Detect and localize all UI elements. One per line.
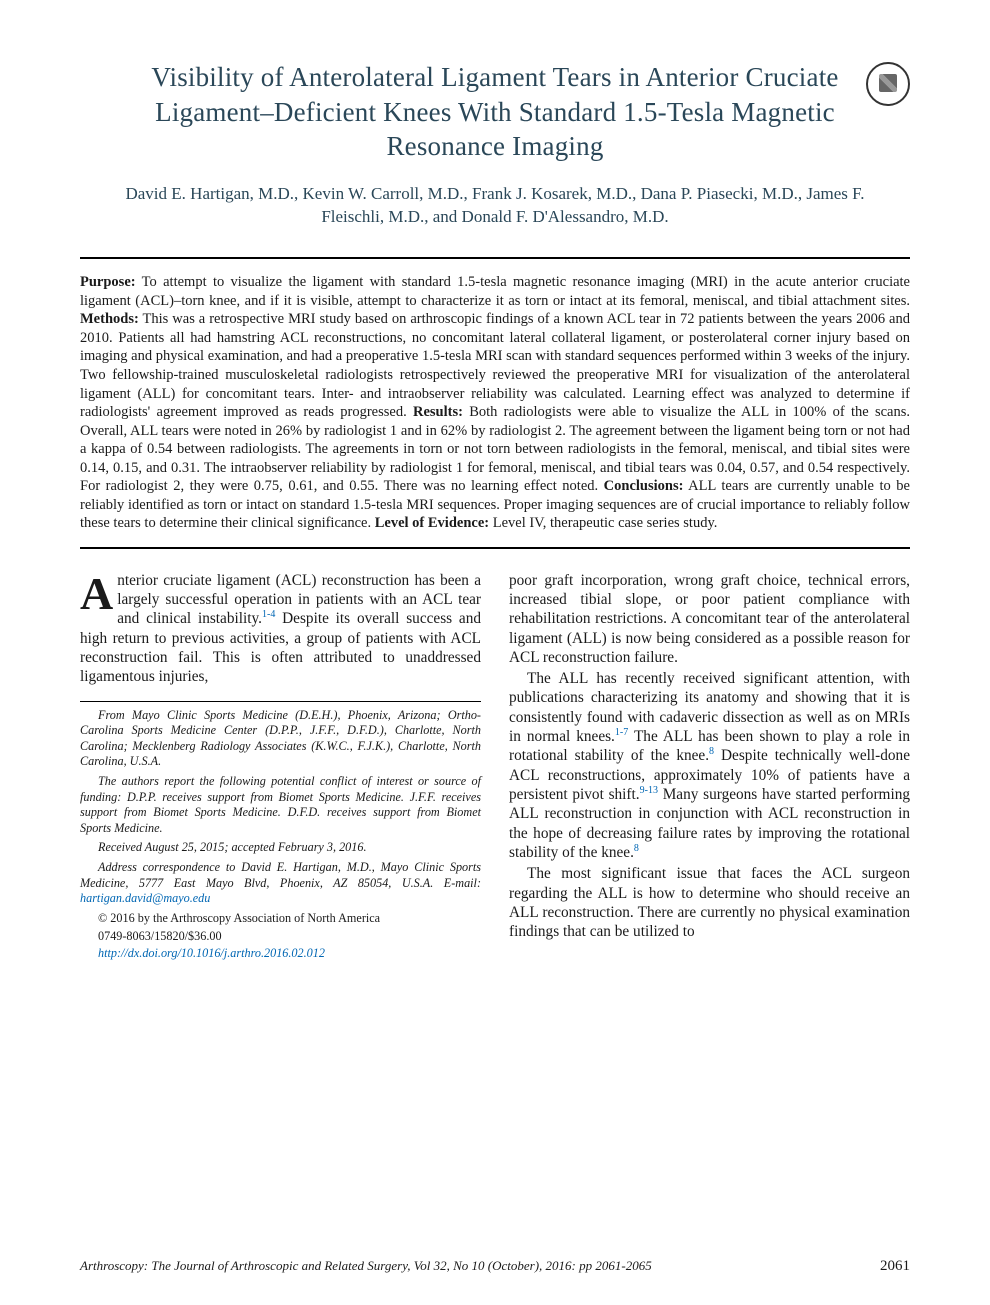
- rule-bottom: [80, 547, 910, 549]
- abstract-block: Purpose: To attempt to visualize the lig…: [80, 273, 910, 533]
- methods-label: Methods:: [80, 311, 139, 327]
- left-column: Anterior cruciate ligament (ACL) reconst…: [80, 571, 481, 962]
- correspondence: Address correspondence to David E. Harti…: [80, 860, 481, 907]
- loe-label: Level of Evidence:: [375, 515, 489, 531]
- ref-9-13[interactable]: 9-13: [640, 785, 658, 796]
- right-column: poor graft incorporation, wrong graft ch…: [509, 571, 910, 962]
- doi-line: http://dx.doi.org/10.1016/j.arthro.2016.…: [80, 946, 481, 962]
- page-number: 2061: [880, 1258, 910, 1275]
- ref-8b[interactable]: 8: [634, 843, 639, 854]
- footnote-block: From Mayo Clinic Sports Medicine (D.E.H.…: [80, 701, 481, 962]
- footer-citation: Arthroscopy: The Journal of Arthroscopic…: [80, 1258, 652, 1275]
- correspondence-text: Address correspondence to David E. Harti…: [80, 860, 481, 890]
- purpose-label: Purpose:: [80, 274, 136, 290]
- author-email-link[interactable]: hartigan.david@mayo.edu: [80, 891, 210, 905]
- loe-text: Level IV, therapeutic case series study.: [489, 515, 717, 531]
- dropcap-a: A: [80, 571, 117, 613]
- results-label: Results:: [413, 404, 463, 420]
- crossmark-icon: [879, 74, 897, 92]
- copyright-line: © 2016 by the Arthroscopy Association of…: [80, 911, 481, 927]
- right-p2: The ALL has recently received significan…: [509, 669, 910, 862]
- ref-1-7[interactable]: 1-7: [615, 727, 628, 738]
- affiliations: From Mayo Clinic Sports Medicine (D.E.H.…: [80, 708, 481, 770]
- rule-top: [80, 257, 910, 259]
- issn-line: 0749-8063/15820/$36.00: [80, 929, 481, 945]
- purpose-text: To attempt to visualize the ligament wit…: [80, 274, 910, 309]
- page-footer: Arthroscopy: The Journal of Arthroscopic…: [80, 1258, 910, 1275]
- body-columns: Anterior cruciate ligament (ACL) reconst…: [80, 571, 910, 962]
- doi-link[interactable]: http://dx.doi.org/10.1016/j.arthro.2016.…: [98, 946, 325, 960]
- conclusions-label: Conclusions:: [604, 478, 684, 494]
- right-p1: poor graft incorporation, wrong graft ch…: [509, 571, 910, 667]
- article-title: Visibility of Anterolateral Ligament Tea…: [120, 60, 870, 164]
- crossmark-badge[interactable]: [866, 62, 910, 106]
- left-p1: Anterior cruciate ligament (ACL) reconst…: [80, 571, 481, 687]
- authors-line: David E. Hartigan, M.D., Kevin W. Carrol…: [110, 182, 880, 230]
- right-p3: The most significant issue that faces th…: [509, 864, 910, 941]
- conflict-of-interest: The authors report the following potenti…: [80, 774, 481, 836]
- ref-1-4[interactable]: 1-4: [262, 609, 275, 620]
- received-accepted: Received August 25, 2015; accepted Febru…: [80, 840, 481, 856]
